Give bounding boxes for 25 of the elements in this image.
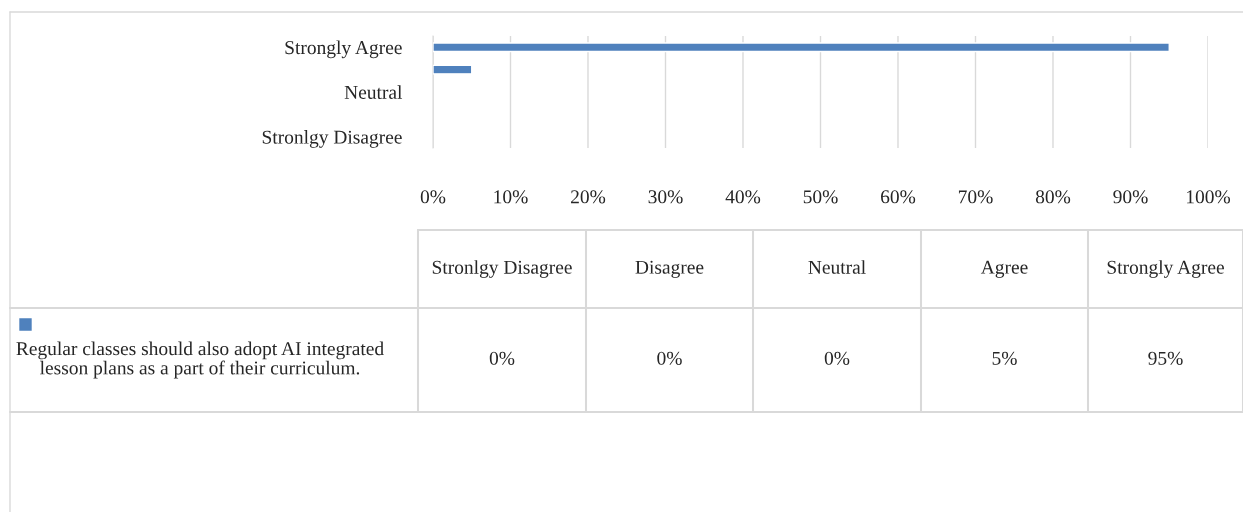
- x-tick-label: 70%: [958, 190, 993, 204]
- x-tick-label: 30%: [648, 190, 683, 204]
- text: Stronlgy Disagree: [432, 260, 572, 278]
- text: 0%: [489, 351, 515, 365]
- text: Agree: [980, 260, 1028, 278]
- text: Disagree: [635, 260, 704, 278]
- x-tick-label: 20%: [571, 190, 606, 204]
- x-tick-label: 0%: [420, 190, 446, 204]
- text: Strongly Agree: [1107, 260, 1224, 278]
- x-tick-label: 80%: [1035, 190, 1071, 204]
- x-tick-label: 60%: [881, 190, 916, 204]
- y-tick-label: Neutral: [344, 85, 403, 99]
- legend-label: Regular classes should also adopt AI integrated lesson plans as a part of their curriculum.: [16, 341, 384, 379]
- text: 95%: [1148, 351, 1183, 365]
- text: 0%: [824, 351, 850, 365]
- x-tick-label: 50%: [803, 190, 838, 204]
- y-tick-label: Stronlgy Disagree: [262, 130, 402, 148]
- y-tick-label: Strongly Agree: [285, 40, 402, 59]
- x-tick-label: 10%: [494, 190, 528, 204]
- text: 0%: [657, 351, 682, 365]
- x-tick-label: 100%: [1187, 190, 1231, 204]
- x-tick-label: 90%: [1113, 190, 1148, 204]
- text: 5%: [992, 351, 1017, 365]
- text: Neutral: [808, 260, 866, 274]
- x-tick-label: 40%: [725, 190, 761, 204]
